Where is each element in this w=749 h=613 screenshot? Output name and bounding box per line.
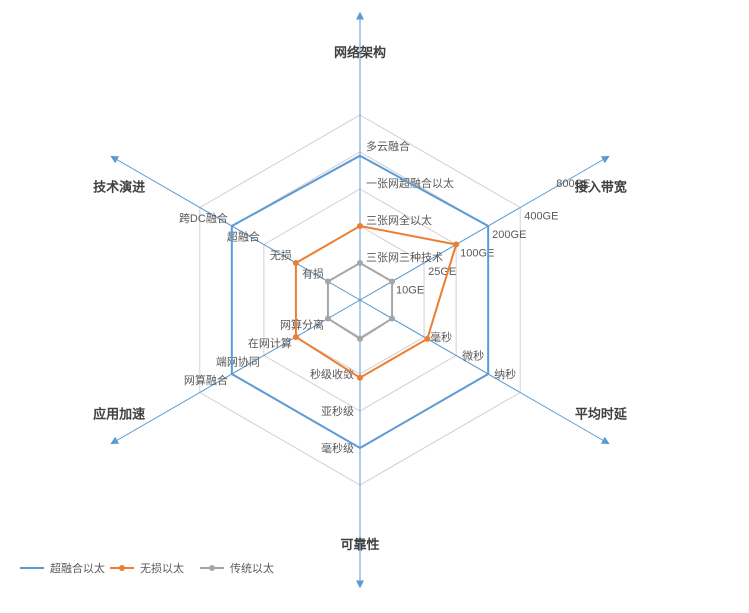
legend-label: 超融合以太 <box>50 561 105 575</box>
ring-label: 有损 <box>302 267 324 281</box>
ring-label: 毫秒 <box>430 330 452 344</box>
axis-title: 可靠性 <box>340 537 379 552</box>
series-marker <box>293 334 299 340</box>
axis-title: 平均时延 <box>575 407 628 422</box>
series-marker <box>357 223 363 229</box>
series-lossless <box>296 226 456 378</box>
ring-label: 亚秒级 <box>321 404 354 418</box>
ring-label: 400GE <box>524 211 558 223</box>
ring-label: 跨DC融合 <box>179 211 228 225</box>
axis-title: 网络架构 <box>334 45 386 60</box>
legend-marker <box>119 565 125 571</box>
legend-label: 无损以太 <box>140 561 184 575</box>
ring-label: 网算融合 <box>184 373 228 387</box>
ring-label: 微秒 <box>462 349 484 363</box>
ring-label: 三张网三种技术 <box>366 250 443 264</box>
series-marker <box>389 316 395 322</box>
ring-label: 25GE <box>428 266 456 278</box>
series-marker <box>325 279 331 285</box>
ring-label: 端网协同 <box>216 355 260 369</box>
ring-label: 纳秒 <box>494 367 516 381</box>
series-marker <box>293 260 299 266</box>
ring-label: 多云融合 <box>366 139 410 153</box>
ring-label: 200GE <box>492 229 526 241</box>
ring-label: 无损 <box>270 248 292 262</box>
ring-label: 在网计算 <box>248 336 292 350</box>
ring-label: 网算分离 <box>280 318 324 332</box>
axis-title: 技术演进 <box>93 180 145 195</box>
ring-label: 100GE <box>460 248 494 260</box>
series-marker <box>389 279 395 285</box>
series-marker <box>424 336 430 342</box>
series-marker <box>357 336 363 342</box>
axis-title: 接入带宽 <box>575 180 627 195</box>
ring-label: 三张网全以太 <box>366 213 432 227</box>
legend-label: 传统以太 <box>230 562 274 575</box>
series-marker <box>357 375 363 381</box>
ring-label: 毫秒级 <box>321 441 354 455</box>
axis-arrow <box>360 300 608 443</box>
legend-marker <box>209 565 215 571</box>
series-marker <box>453 242 459 248</box>
axis-title: 应用加速 <box>93 407 145 422</box>
series-marker <box>357 260 363 266</box>
series-marker <box>325 316 331 322</box>
ring-label: 10GE <box>396 285 424 297</box>
radar-chart: 三张网三种技术三张网全以太一张网超融合以太多云融合10GE25GE100GE20… <box>0 0 749 613</box>
